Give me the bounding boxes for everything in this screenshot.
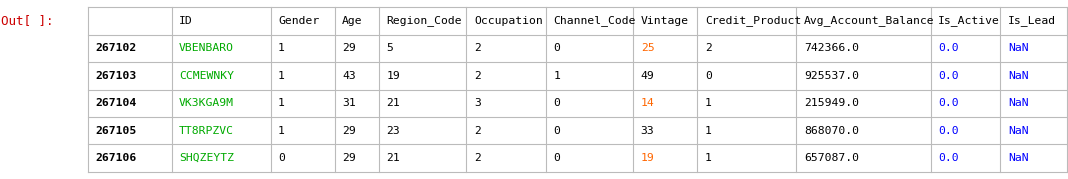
Text: 29: 29 [342,153,356,163]
Text: Age: Age [342,16,363,26]
Text: 25: 25 [641,43,655,53]
Text: Occupation: Occupation [474,16,543,26]
Text: 267103: 267103 [95,71,137,81]
Text: 1: 1 [553,71,560,81]
Text: 0: 0 [553,153,560,163]
Text: 2: 2 [474,71,481,81]
Text: 21: 21 [387,98,400,108]
Text: TT8RPZVC: TT8RPZVC [179,126,234,136]
Text: VBENBARO: VBENBARO [179,43,234,53]
Text: 0: 0 [553,126,560,136]
Text: 29: 29 [342,43,356,53]
Text: 1: 1 [278,71,285,81]
Text: 0: 0 [553,98,560,108]
Text: 0: 0 [278,153,285,163]
Text: 1: 1 [278,43,285,53]
Text: NaN: NaN [1008,126,1028,136]
Text: 49: 49 [641,71,655,81]
Text: NaN: NaN [1008,71,1028,81]
Text: Credit_Product: Credit_Product [705,15,801,26]
Text: 1: 1 [705,126,711,136]
Text: 43: 43 [342,71,356,81]
Text: 0.0: 0.0 [938,43,959,53]
Text: 3: 3 [474,98,481,108]
Text: 868070.0: 868070.0 [804,126,859,136]
Text: NaN: NaN [1008,43,1028,53]
Text: CCMEWNKY: CCMEWNKY [179,71,234,81]
Text: SHQZEYTZ: SHQZEYTZ [179,153,234,163]
Text: 0.0: 0.0 [938,98,959,108]
Text: 267105: 267105 [95,126,137,136]
Text: 31: 31 [342,98,356,108]
Text: 742366.0: 742366.0 [804,43,859,53]
Text: Vintage: Vintage [641,16,689,26]
Text: 1: 1 [278,126,285,136]
Text: Avg_Account_Balance: Avg_Account_Balance [804,15,934,26]
Text: 19: 19 [387,71,400,81]
Text: 925537.0: 925537.0 [804,71,859,81]
Text: 5: 5 [387,43,393,53]
Text: Channel_Code: Channel_Code [553,15,635,26]
Text: 0: 0 [553,43,560,53]
Text: 14: 14 [641,98,655,108]
Text: 1: 1 [705,153,711,163]
Text: Is_Active: Is_Active [938,15,1000,26]
Text: ID: ID [179,16,192,26]
Text: VK3KGA9M: VK3KGA9M [179,98,234,108]
Text: 1: 1 [278,98,285,108]
Text: 19: 19 [641,153,655,163]
Text: Out[ ]:: Out[ ]: [1,14,53,27]
Text: 215949.0: 215949.0 [804,98,859,108]
Text: NaN: NaN [1008,153,1028,163]
Text: 1: 1 [705,98,711,108]
Text: 2: 2 [474,126,481,136]
Text: 33: 33 [641,126,655,136]
Text: 21: 21 [387,153,400,163]
Text: 0.0: 0.0 [938,126,959,136]
Text: Is_Lead: Is_Lead [1008,15,1056,26]
Text: Gender: Gender [278,16,319,26]
Text: 29: 29 [342,126,356,136]
Text: 267102: 267102 [95,43,137,53]
Text: 0: 0 [705,71,711,81]
Text: 2: 2 [705,43,711,53]
Text: Region_Code: Region_Code [387,15,462,26]
Text: 657087.0: 657087.0 [804,153,859,163]
Text: 0.0: 0.0 [938,153,959,163]
Text: 0.0: 0.0 [938,71,959,81]
Text: NaN: NaN [1008,98,1028,108]
Text: 2: 2 [474,153,481,163]
Text: 267104: 267104 [95,98,137,108]
Text: 23: 23 [387,126,400,136]
Text: 2: 2 [474,43,481,53]
Text: 267106: 267106 [95,153,137,163]
